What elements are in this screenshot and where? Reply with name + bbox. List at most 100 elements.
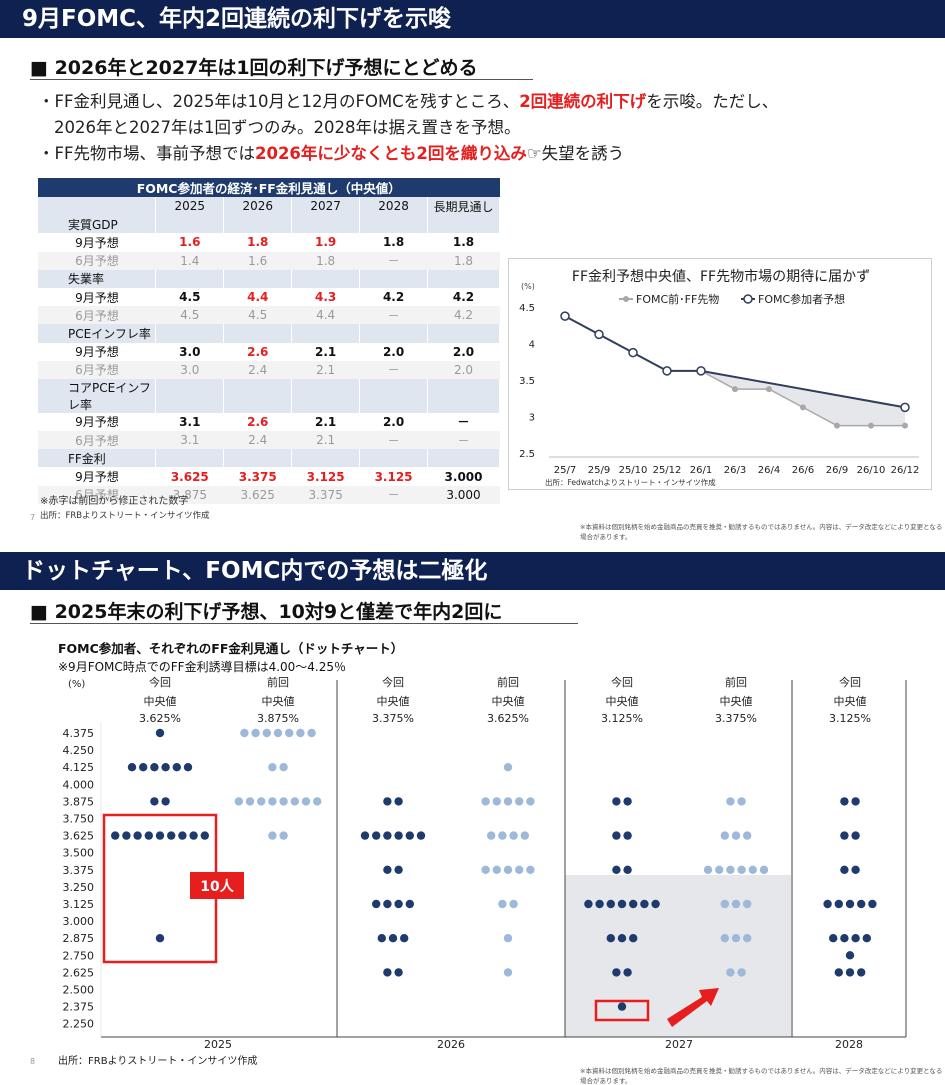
series-point-futures bbox=[868, 422, 874, 429]
slide1-heading-underline bbox=[30, 79, 533, 80]
table-cell: 1.8 bbox=[247, 235, 269, 250]
series-point-futures bbox=[800, 404, 806, 411]
x-year-label: 2028 bbox=[835, 1038, 863, 1051]
table-source: 出所：FRBよりストリート・インサイツ作成 bbox=[40, 511, 210, 521]
table-row-current: 9月予想 1.6 1.8 1.9 1.8 1.8 bbox=[38, 233, 500, 251]
table-cell: 2.1 bbox=[315, 344, 337, 359]
dot-2027-current bbox=[606, 934, 615, 943]
table-row-previous: 6月予想 4.5 4.5 4.4 － 4.2 bbox=[38, 306, 500, 325]
dot-2026-previous bbox=[526, 865, 535, 874]
x-tick-label: 26/12 bbox=[891, 465, 920, 476]
column-kind-label: 前回 bbox=[267, 675, 289, 689]
table-cell: － bbox=[359, 360, 428, 379]
table-col-header: 2028 bbox=[359, 197, 429, 216]
table-row-label: 6月予想 bbox=[38, 485, 156, 504]
dot-2027-current bbox=[595, 899, 604, 909]
series-point-fomc bbox=[662, 366, 672, 376]
dot-2027-previous bbox=[731, 899, 741, 909]
column-median-label: 中央値 bbox=[492, 695, 525, 708]
dot-2025-current bbox=[139, 763, 148, 772]
y-level-label: 3.500 bbox=[63, 847, 95, 860]
dot-2026-previous bbox=[492, 797, 501, 806]
table-cell: 4.4 bbox=[247, 290, 269, 305]
ff-rate-line-chart: FF金利予想中央値、FF先物市場の期待に届かず (%) FOMC前･FF先物 FOMC… bbox=[519, 268, 920, 487]
dot-2025-previous bbox=[313, 797, 322, 806]
y-level-label: 4.375 bbox=[63, 727, 95, 740]
table-cell: － bbox=[359, 306, 428, 325]
column-median-value: 3.625% bbox=[487, 712, 529, 725]
table-cell: 3.1 bbox=[155, 431, 224, 450]
dot-2027-current bbox=[584, 899, 593, 909]
table-cell: 3.125 bbox=[306, 469, 345, 484]
dot-2027-current bbox=[623, 831, 632, 840]
dot-2027-current bbox=[623, 865, 632, 874]
dot-2026-current bbox=[372, 899, 381, 909]
dot-2028-current bbox=[840, 831, 849, 840]
table-cell: 1.9 bbox=[315, 235, 337, 250]
table-cell: 1.8 bbox=[291, 251, 360, 270]
dot-2028-current bbox=[851, 934, 860, 943]
gap-shading bbox=[701, 370, 905, 426]
table-section-row: コアPCEインフレ率 bbox=[38, 378, 500, 413]
y-level-label: 2.625 bbox=[63, 966, 95, 979]
dot-2025-previous bbox=[268, 797, 277, 806]
dot-2026-current bbox=[383, 797, 392, 806]
series-point-futures bbox=[766, 386, 772, 393]
series-point-fomc bbox=[696, 366, 706, 376]
table-cell: 3.625 bbox=[223, 485, 292, 504]
line-chart-yunit: (%) bbox=[521, 282, 535, 291]
column-median-value: 3.375% bbox=[372, 712, 414, 725]
dot-2026-previous bbox=[498, 899, 507, 909]
dot-2027-previous bbox=[726, 968, 735, 977]
dot-2025-current bbox=[133, 831, 142, 840]
slide1-bullet-1-line2: 2026年と2027年は1回ずつのみ。2028年は据え置きを予想。 bbox=[54, 118, 521, 137]
table-note: ※赤字は前回から修正された数字 bbox=[40, 496, 189, 507]
table-cell: － bbox=[457, 415, 470, 430]
dot-2026-current bbox=[394, 865, 403, 874]
x-year-label: 2025 bbox=[204, 1038, 232, 1051]
dot-2027-current bbox=[612, 968, 621, 977]
table-col-header: 2025 bbox=[155, 197, 225, 216]
dot-chart-source: 出所：FRBよりストリート・インサイツ作成 bbox=[58, 1056, 258, 1067]
dot-2025-current bbox=[150, 763, 159, 772]
dot-2025-previous bbox=[268, 763, 277, 772]
column-median-label: 中央値 bbox=[144, 695, 177, 708]
table-cell: 2.0 bbox=[382, 344, 405, 359]
table-cell: 2.6 bbox=[247, 414, 269, 429]
dot-2028-current bbox=[851, 831, 860, 840]
dot-2026-current bbox=[394, 831, 403, 840]
dot-2025-previous bbox=[262, 728, 271, 738]
table-section-row: PCEインフレ率 bbox=[38, 324, 500, 343]
table-cell: 2.1 bbox=[291, 360, 360, 379]
callout-label-bg bbox=[190, 872, 244, 899]
dot-2027-previous bbox=[715, 865, 724, 874]
dot-2026-current bbox=[405, 899, 414, 909]
table-cell: 4.5 bbox=[223, 306, 292, 325]
dot-chart-yunit: (%) bbox=[68, 679, 85, 690]
table-cell: 4.5 bbox=[155, 306, 224, 325]
series-point-futures bbox=[834, 422, 840, 429]
y-level-label: 3.875 bbox=[63, 795, 95, 808]
table-cell: － bbox=[359, 251, 428, 270]
table-row-label: 9月予想 bbox=[75, 415, 119, 430]
table-cell: 2.1 bbox=[315, 414, 337, 429]
x-year-label: 2027 bbox=[665, 1038, 693, 1051]
column-median-label: 中央値 bbox=[720, 695, 753, 708]
y-level-label: 2.750 bbox=[63, 949, 95, 962]
slide2-title: ドットチャート、FOMC内での予想は二極化 bbox=[22, 558, 488, 584]
dot-2027-previous bbox=[737, 797, 746, 806]
table-cell: 3.0 bbox=[155, 360, 224, 379]
dot-2025-current bbox=[161, 797, 170, 806]
table-cell: 1.4 bbox=[155, 251, 224, 270]
column-median-label: 中央値 bbox=[377, 695, 410, 708]
series-point-fomc bbox=[900, 402, 910, 413]
table-section-label: PCEインフレ率 bbox=[38, 324, 157, 343]
dot-2026-previous bbox=[481, 797, 490, 806]
dot-2027-current bbox=[612, 797, 621, 806]
y-tick-label: 3 bbox=[529, 413, 535, 424]
dot-2028-current bbox=[840, 934, 849, 943]
table-cell: 4.5 bbox=[179, 290, 201, 305]
table-row-label: 6月予想 bbox=[38, 306, 156, 325]
dot-2028-current bbox=[840, 865, 849, 874]
dot-2026-current bbox=[394, 968, 403, 977]
